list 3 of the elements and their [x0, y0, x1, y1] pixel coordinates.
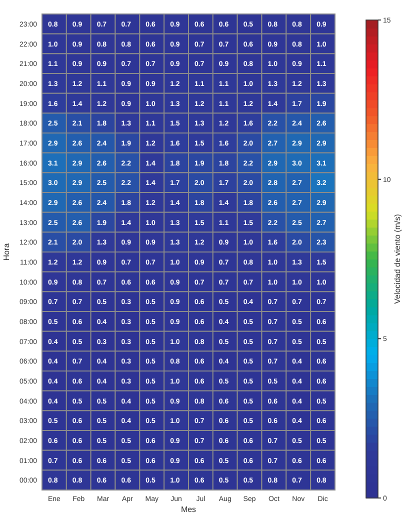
color-bar-title: Velocidad de viento (m/s): [393, 214, 402, 304]
y-axis-title: Hora: [2, 242, 11, 261]
x-axis-title: Mes: [180, 505, 196, 514]
